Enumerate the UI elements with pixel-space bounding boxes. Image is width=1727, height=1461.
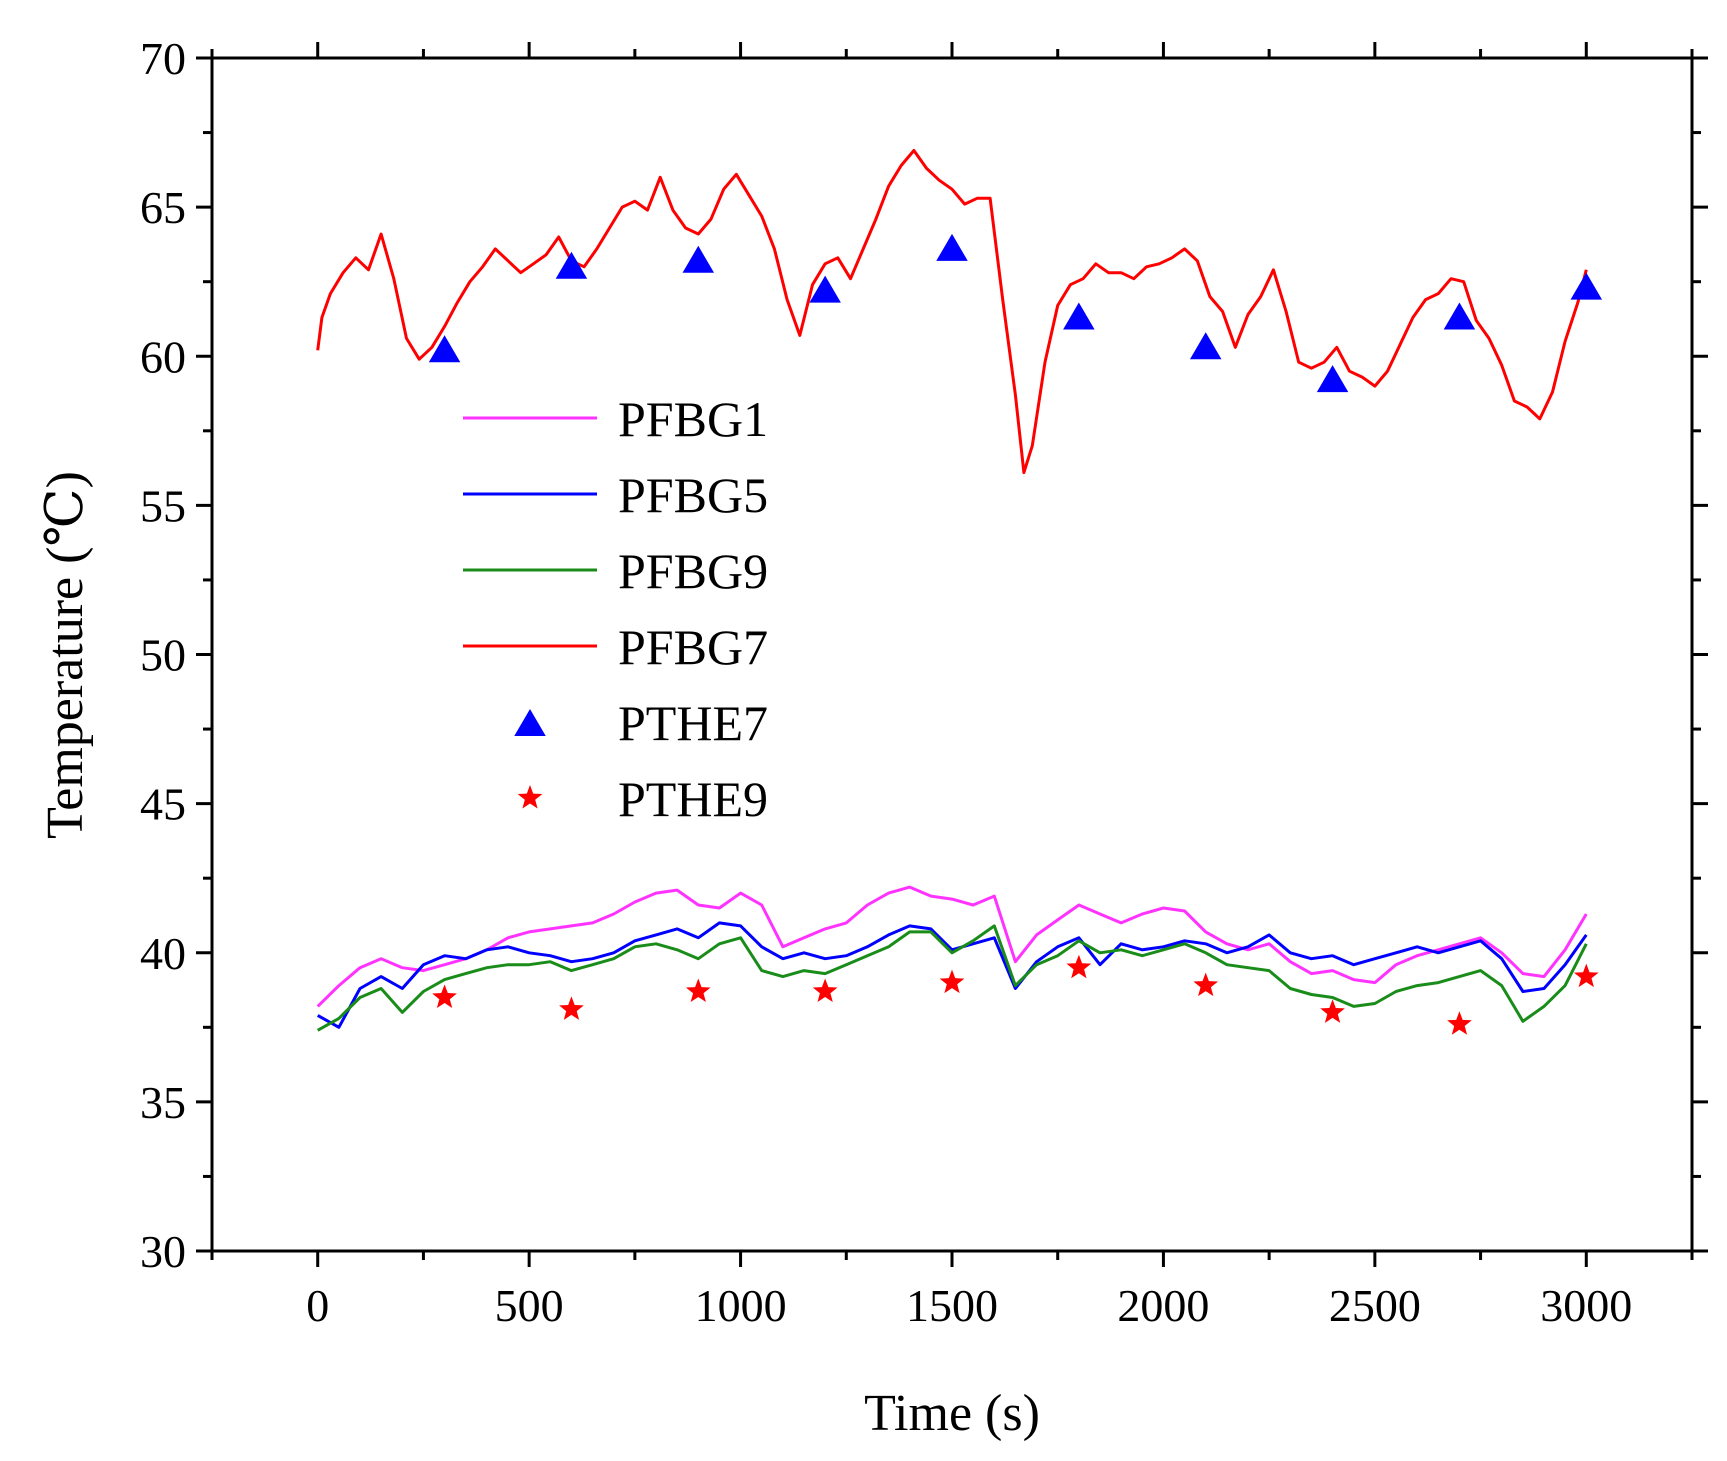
- axis-tick-labels: 0 500 1000 1500 2000 2500 3000 30 35 40 45 50 55 60 65…: [140, 33, 1632, 1331]
- marker-pthe9: [1193, 972, 1219, 997]
- series-line-pfbg1: [316, 885, 1588, 1008]
- y-tick-label: 55: [140, 480, 186, 531]
- x-tick-label: 3000: [1540, 1280, 1632, 1331]
- x-tick-label: 1000: [695, 1280, 787, 1331]
- marker-pthe9: [559, 996, 584, 1020]
- marker-pthe7: [1063, 302, 1095, 330]
- y-tick-label: 45: [140, 779, 186, 830]
- axis-ticks: [196, 42, 1708, 1267]
- marker-pthe7: [682, 245, 715, 273]
- series-markers: [428, 233, 1603, 1035]
- x-tick-label: 1500: [906, 1280, 998, 1331]
- y-tick-label: 65: [140, 182, 186, 233]
- y-tick-label: 70: [140, 33, 186, 84]
- legend-label-pthe9: PTHE9: [618, 771, 768, 827]
- marker-pthe9: [1066, 954, 1092, 979]
- marker-pthe7: [1443, 302, 1476, 330]
- marker-pthe9: [812, 978, 838, 1002]
- marker-pthe7: [1316, 365, 1349, 393]
- legend-swatch-pthe7: [514, 709, 546, 736]
- y-tick-label: 35: [140, 1077, 186, 1128]
- legend-label-pfbg7: PFBG7: [618, 619, 768, 675]
- marker-pthe9: [685, 978, 711, 1002]
- x-tick-label: 2000: [1117, 1280, 1209, 1331]
- series-line-pfbg7: [316, 149, 1588, 475]
- marker-pthe9: [1573, 963, 1599, 988]
- marker-pthe9: [939, 969, 965, 994]
- marker-pthe7: [428, 335, 461, 363]
- x-axis-title: Time (s): [864, 1385, 1040, 1442]
- marker-pthe9: [432, 984, 457, 1008]
- marker-pthe7: [809, 275, 841, 303]
- legend-label-pthe7: PTHE7: [618, 695, 768, 751]
- legend-label-pfbg5: PFBG5: [618, 467, 768, 523]
- x-tick-label: 2500: [1329, 1280, 1421, 1331]
- legend: PFBG1 PFBG5 PFBG9 PFBG7 PTHE7 PTHE9: [463, 391, 768, 827]
- series-line-pfbg5: [316, 921, 1588, 1029]
- marker-pthe7: [555, 251, 588, 279]
- marker-pthe7: [1189, 332, 1222, 360]
- marker-pthe7: [936, 233, 968, 261]
- series-line-pfbg9: [316, 924, 1588, 1032]
- legend-swatch-pthe9: [517, 785, 543, 809]
- y-tick-label: 50: [140, 630, 186, 681]
- x-tick-label: 500: [495, 1280, 564, 1331]
- legend-label-pfbg1: PFBG1: [618, 391, 768, 447]
- y-tick-label: 60: [140, 331, 186, 382]
- legend-label-pfbg9: PFBG9: [618, 543, 768, 599]
- y-tick-label: 30: [140, 1226, 186, 1277]
- marker-pthe7: [1570, 272, 1603, 300]
- marker-pthe9: [1320, 999, 1345, 1023]
- y-axis-title: Temperature (℃): [37, 471, 94, 839]
- marker-pthe9: [1447, 1011, 1472, 1035]
- series-lines: [316, 149, 1588, 1032]
- x-tick-label: 0: [306, 1280, 329, 1331]
- y-tick-label: 40: [140, 928, 186, 979]
